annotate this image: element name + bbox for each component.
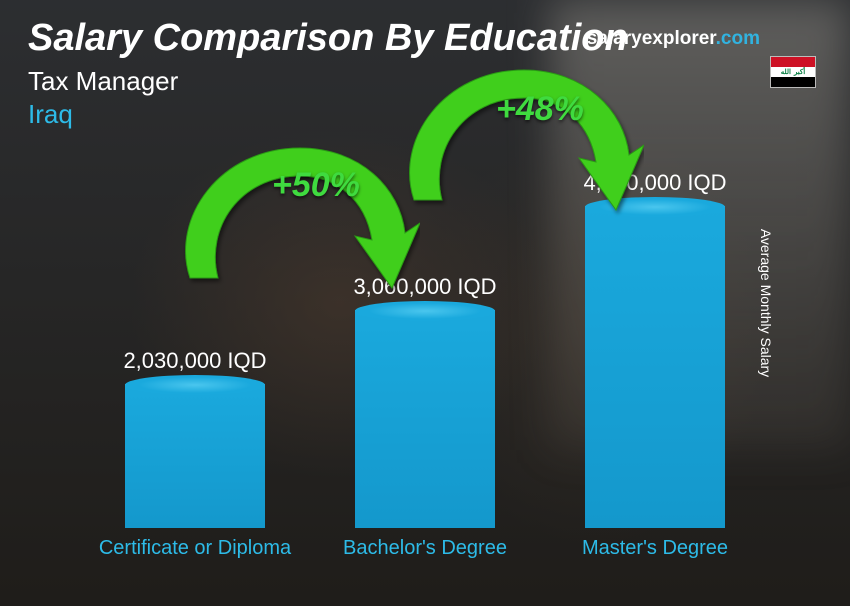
bar-labels: Certificate or Diploma Bachelor's Degree… xyxy=(80,530,770,584)
salary-bar-chart: 2,030,000 IQD 3,060,000 IQD 4,530,000 IQ… xyxy=(80,180,770,584)
bar-rect xyxy=(125,384,265,528)
increase-percent-badge: +50% xyxy=(272,166,360,205)
bar-group-master: 4,530,000 IQD xyxy=(540,170,770,528)
bar-label: Bachelor's Degree xyxy=(310,530,540,584)
bars-area: 2,030,000 IQD 3,060,000 IQD 4,530,000 IQ… xyxy=(80,180,770,528)
container: Salary Comparison By Education Tax Manag… xyxy=(0,0,850,606)
bar-rect xyxy=(585,206,725,528)
bar-label: Certificate or Diploma xyxy=(80,530,310,584)
bar-rect xyxy=(355,310,495,528)
bar-group-bachelor: 3,060,000 IQD xyxy=(310,274,540,528)
increase-percent-badge: +48% xyxy=(496,90,584,129)
country-flag-icon: اللهأكبر xyxy=(770,56,816,88)
country-name: Iraq xyxy=(28,99,822,130)
job-title: Tax Manager xyxy=(28,66,822,97)
brand-tld: .com xyxy=(716,28,760,49)
bar-group-certificate: 2,030,000 IQD xyxy=(80,348,310,528)
brand-name: salaryexplorer xyxy=(587,28,716,49)
brand-link[interactable]: salaryexplorer.com xyxy=(587,28,760,50)
bar-label: Master's Degree xyxy=(540,530,770,584)
